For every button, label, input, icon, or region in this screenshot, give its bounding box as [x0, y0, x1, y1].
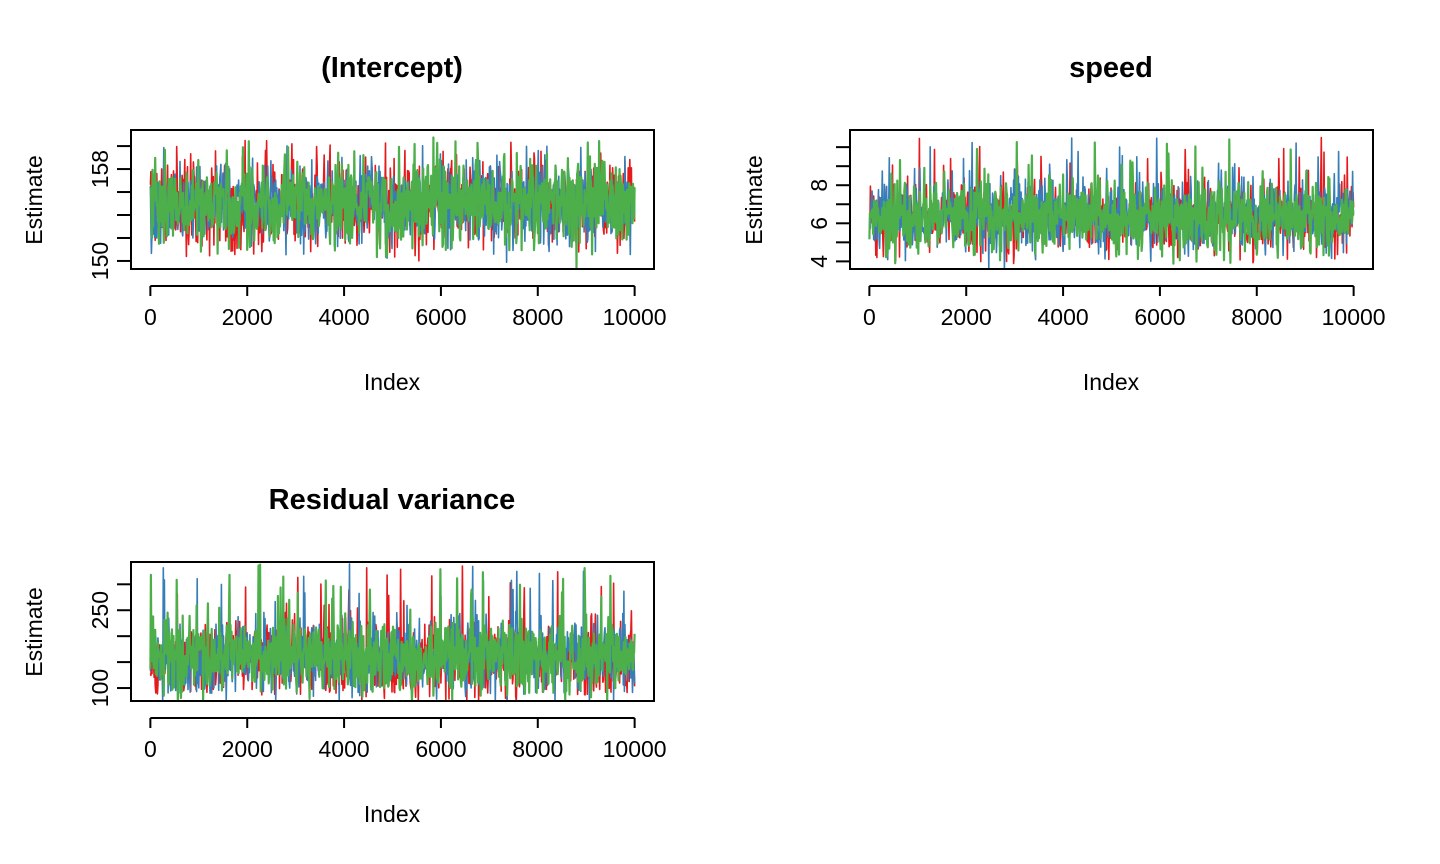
x-tick-label: 6000 [415, 304, 466, 330]
y-axis-label: Estimate [21, 587, 47, 676]
x-tick-label: 2000 [941, 304, 992, 330]
y-tick-label: 8 [806, 179, 832, 192]
panel-title: Residual variance [269, 484, 516, 516]
y-axis-label: Estimate [741, 155, 767, 244]
x-axis: 0 2000 4000 6000 8000 10000 [144, 285, 667, 330]
trace-lines [868, 136, 1355, 270]
x-tick-label: 6000 [1134, 304, 1185, 330]
x-tick-label: 8000 [512, 736, 563, 762]
panel-residual-variance: Residual variance Estimate Index 0 2000 40… [21, 484, 667, 827]
x-axis-label: Index [364, 801, 421, 827]
y-tick-label: 6 [806, 217, 832, 230]
panel-speed: speed Estimate Index 0 2000 4000 6000 8000 10… [741, 52, 1386, 395]
x-tick-label: 4000 [318, 736, 369, 762]
x-tick-label: 2000 [222, 736, 273, 762]
trace-lines [149, 136, 636, 269]
x-axis-label: Index [1083, 369, 1140, 395]
y-tick-label: 4 [806, 255, 832, 268]
y-tick-label: 250 [87, 591, 113, 629]
x-tick-label: 0 [144, 304, 157, 330]
x-tick-label: 4000 [318, 304, 369, 330]
y-tick-label: 100 [87, 669, 113, 707]
trace-line-chain-3 [149, 136, 636, 269]
y-axis-label: Estimate [21, 155, 47, 244]
x-tick-label: 0 [144, 736, 157, 762]
x-tick-label: 8000 [512, 304, 563, 330]
y-tick-label: 150 [87, 242, 113, 280]
panel-title: (Intercept) [321, 52, 463, 84]
x-axis: 0 2000 4000 6000 8000 10000 [144, 717, 667, 762]
x-tick-label: 10000 [603, 304, 667, 330]
panel-intercept: (Intercept) Estimate Index 0 2000 4000 6000… [21, 52, 667, 395]
x-axis: 0 2000 4000 6000 8000 10000 [863, 285, 1386, 330]
x-tick-label: 6000 [415, 736, 466, 762]
x-tick-label: 10000 [603, 736, 667, 762]
trace-line-chain-3 [149, 563, 636, 703]
y-axis: 150 158 [87, 145, 132, 280]
trace-line-chain-3 [868, 138, 1355, 265]
panel-title: speed [1069, 52, 1153, 84]
y-tick-label: 158 [87, 150, 113, 188]
x-tick-label: 8000 [1231, 304, 1282, 330]
x-axis-label: Index [364, 369, 421, 395]
x-tick-label: 10000 [1322, 304, 1386, 330]
y-axis: 100 250 [87, 583, 132, 707]
trace-lines [149, 563, 636, 703]
x-tick-label: 2000 [222, 304, 273, 330]
y-axis: 4 6 8 [806, 146, 851, 268]
x-tick-label: 4000 [1037, 304, 1088, 330]
x-tick-label: 0 [863, 304, 876, 330]
